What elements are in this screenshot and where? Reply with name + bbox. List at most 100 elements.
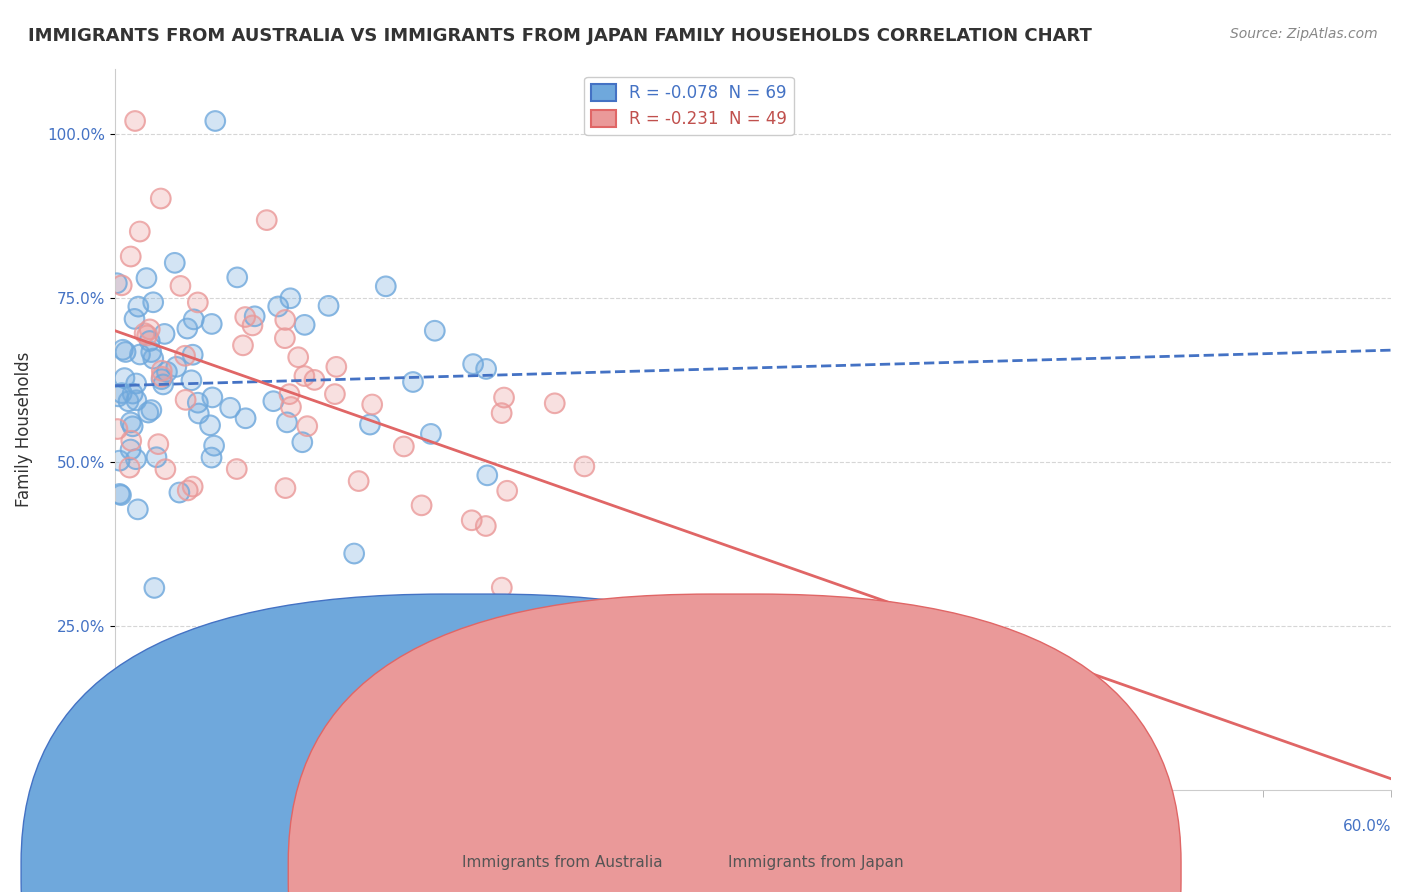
Point bbox=[125, 376, 148, 391]
Point bbox=[183, 312, 205, 326]
Point bbox=[574, 459, 596, 474]
Point bbox=[177, 483, 200, 498]
Point bbox=[121, 386, 143, 401]
Point bbox=[359, 417, 381, 432]
Point bbox=[117, 394, 139, 409]
Point bbox=[274, 331, 297, 345]
Point bbox=[139, 322, 162, 336]
Point bbox=[201, 391, 224, 405]
Point bbox=[124, 114, 146, 128]
Point bbox=[181, 348, 204, 362]
Point bbox=[202, 439, 225, 453]
Point bbox=[294, 318, 316, 332]
Point bbox=[392, 439, 415, 453]
Point bbox=[274, 481, 297, 495]
Point bbox=[121, 386, 143, 401]
Point bbox=[491, 406, 513, 420]
Point bbox=[156, 365, 179, 379]
Point bbox=[156, 365, 179, 379]
Point bbox=[475, 519, 498, 533]
Point bbox=[292, 369, 315, 384]
Point bbox=[107, 422, 129, 436]
Point bbox=[201, 391, 224, 405]
Point bbox=[323, 387, 346, 401]
Point bbox=[233, 310, 256, 324]
Point bbox=[225, 462, 247, 476]
Point bbox=[225, 462, 247, 476]
Y-axis label: Family Households: Family Households bbox=[15, 351, 32, 507]
Point bbox=[120, 250, 142, 264]
Point bbox=[461, 513, 484, 527]
Point bbox=[419, 426, 441, 441]
Point bbox=[267, 300, 290, 314]
Point bbox=[153, 326, 176, 341]
Point bbox=[135, 271, 157, 285]
Point bbox=[262, 394, 284, 409]
Point bbox=[181, 479, 204, 493]
Point bbox=[492, 391, 515, 405]
Point bbox=[477, 468, 499, 483]
Point bbox=[304, 373, 326, 387]
Point bbox=[108, 487, 131, 501]
Point bbox=[287, 350, 309, 364]
Point bbox=[142, 295, 165, 310]
Point bbox=[142, 295, 165, 310]
Point bbox=[204, 114, 226, 128]
Point bbox=[110, 488, 132, 502]
Point bbox=[187, 407, 209, 421]
Point bbox=[280, 291, 302, 305]
Point bbox=[150, 369, 173, 384]
Point bbox=[150, 369, 173, 384]
Point bbox=[318, 299, 340, 313]
Point bbox=[280, 400, 302, 414]
Point bbox=[121, 419, 143, 434]
Point bbox=[361, 397, 384, 411]
Point bbox=[201, 317, 224, 331]
Point bbox=[325, 359, 347, 374]
Point bbox=[323, 387, 346, 401]
Point bbox=[180, 373, 202, 387]
Point bbox=[491, 581, 513, 595]
Point bbox=[347, 474, 370, 488]
Point bbox=[544, 396, 567, 410]
Point bbox=[292, 369, 315, 384]
Point bbox=[136, 405, 159, 419]
Point bbox=[318, 299, 340, 313]
Point bbox=[155, 462, 177, 476]
Point bbox=[127, 502, 149, 516]
Point bbox=[475, 519, 498, 533]
Point bbox=[297, 419, 319, 434]
Point bbox=[200, 450, 222, 465]
Point bbox=[169, 485, 191, 500]
Point bbox=[152, 377, 174, 392]
Point bbox=[107, 389, 129, 403]
Point bbox=[187, 395, 209, 409]
Point bbox=[118, 460, 141, 475]
Point bbox=[108, 487, 131, 501]
Point bbox=[202, 439, 225, 453]
Point bbox=[150, 372, 173, 386]
Point bbox=[120, 434, 142, 448]
Point bbox=[150, 364, 173, 378]
Point bbox=[120, 442, 142, 457]
Point bbox=[198, 418, 221, 433]
Point bbox=[359, 417, 381, 432]
Point bbox=[204, 114, 226, 128]
Point bbox=[278, 387, 301, 401]
Point bbox=[152, 377, 174, 392]
Point bbox=[128, 225, 150, 239]
Point bbox=[423, 324, 446, 338]
Point bbox=[226, 270, 249, 285]
Point bbox=[276, 415, 298, 429]
Point bbox=[125, 393, 148, 408]
Point bbox=[141, 403, 163, 417]
Point bbox=[243, 310, 266, 324]
Point bbox=[141, 345, 163, 359]
Text: 0.0%: 0.0% bbox=[115, 819, 153, 834]
Point bbox=[183, 312, 205, 326]
Point bbox=[108, 453, 131, 467]
Point bbox=[169, 279, 191, 293]
Point bbox=[145, 450, 167, 465]
Point bbox=[232, 338, 254, 352]
Point bbox=[148, 437, 170, 451]
